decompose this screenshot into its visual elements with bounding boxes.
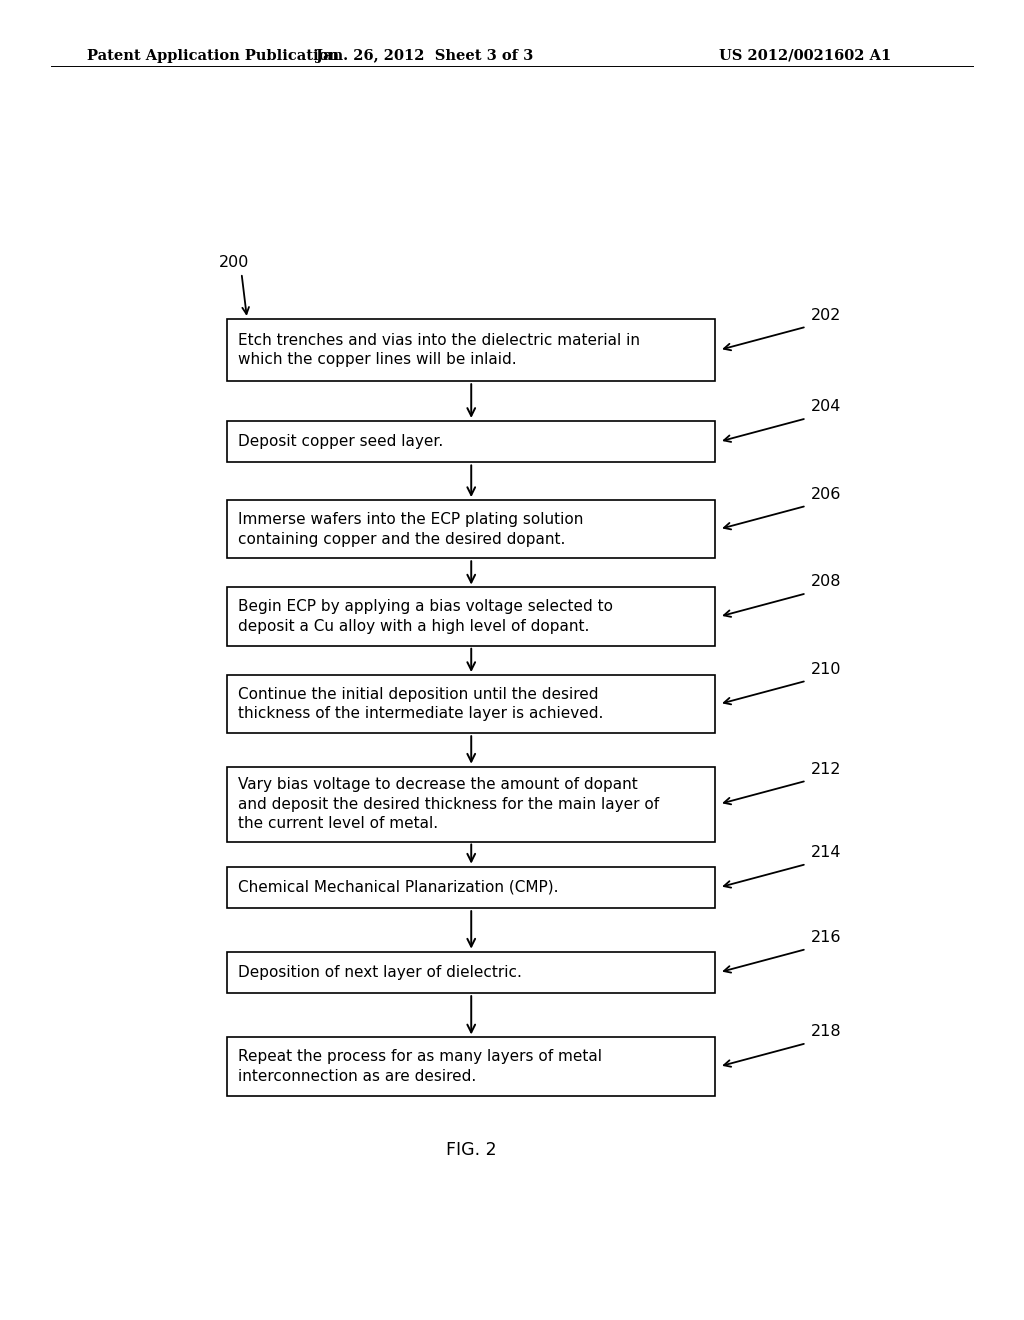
Text: 216: 216 <box>811 929 841 945</box>
Bar <box>227 318 715 381</box>
Bar <box>227 500 715 558</box>
Text: Jan. 26, 2012  Sheet 3 of 3: Jan. 26, 2012 Sheet 3 of 3 <box>316 49 534 63</box>
Text: 212: 212 <box>811 762 841 776</box>
Text: US 2012/0021602 A1: US 2012/0021602 A1 <box>719 49 891 63</box>
Text: 202: 202 <box>811 308 841 322</box>
Bar <box>227 866 715 908</box>
Text: Deposit copper seed layer.: Deposit copper seed layer. <box>239 434 443 449</box>
Bar <box>227 1038 715 1096</box>
Bar <box>227 952 715 993</box>
Text: Chemical Mechanical Planarization (CMP).: Chemical Mechanical Planarization (CMP). <box>239 880 559 895</box>
Text: Deposition of next layer of dielectric.: Deposition of next layer of dielectric. <box>239 965 522 979</box>
Bar <box>227 421 715 462</box>
Text: 200: 200 <box>219 255 250 269</box>
Text: Vary bias voltage to decrease the amount of dopant
and deposit the desired thick: Vary bias voltage to decrease the amount… <box>239 776 659 832</box>
Text: 218: 218 <box>811 1024 841 1039</box>
Text: 210: 210 <box>811 661 841 677</box>
Text: FIG. 2: FIG. 2 <box>445 1142 497 1159</box>
Text: Etch trenches and vias into the dielectric material in
which the copper lines wi: Etch trenches and vias into the dielectr… <box>239 333 640 367</box>
Bar <box>227 767 715 842</box>
Bar <box>227 675 715 733</box>
Text: 214: 214 <box>811 845 841 859</box>
Text: 204: 204 <box>811 399 841 414</box>
Text: Immerse wafers into the ECP plating solution
containing copper and the desired d: Immerse wafers into the ECP plating solu… <box>239 512 584 546</box>
Text: 208: 208 <box>811 574 841 589</box>
Text: 206: 206 <box>811 487 841 502</box>
Text: Continue the initial deposition until the desired
thickness of the intermediate : Continue the initial deposition until th… <box>239 686 604 722</box>
Bar <box>227 587 715 645</box>
Text: Begin ECP by applying a bias voltage selected to
deposit a Cu alloy with a high : Begin ECP by applying a bias voltage sel… <box>239 599 613 634</box>
Text: Patent Application Publication: Patent Application Publication <box>87 49 339 63</box>
Text: Repeat the process for as many layers of metal
interconnection as are desired.: Repeat the process for as many layers of… <box>239 1049 602 1084</box>
